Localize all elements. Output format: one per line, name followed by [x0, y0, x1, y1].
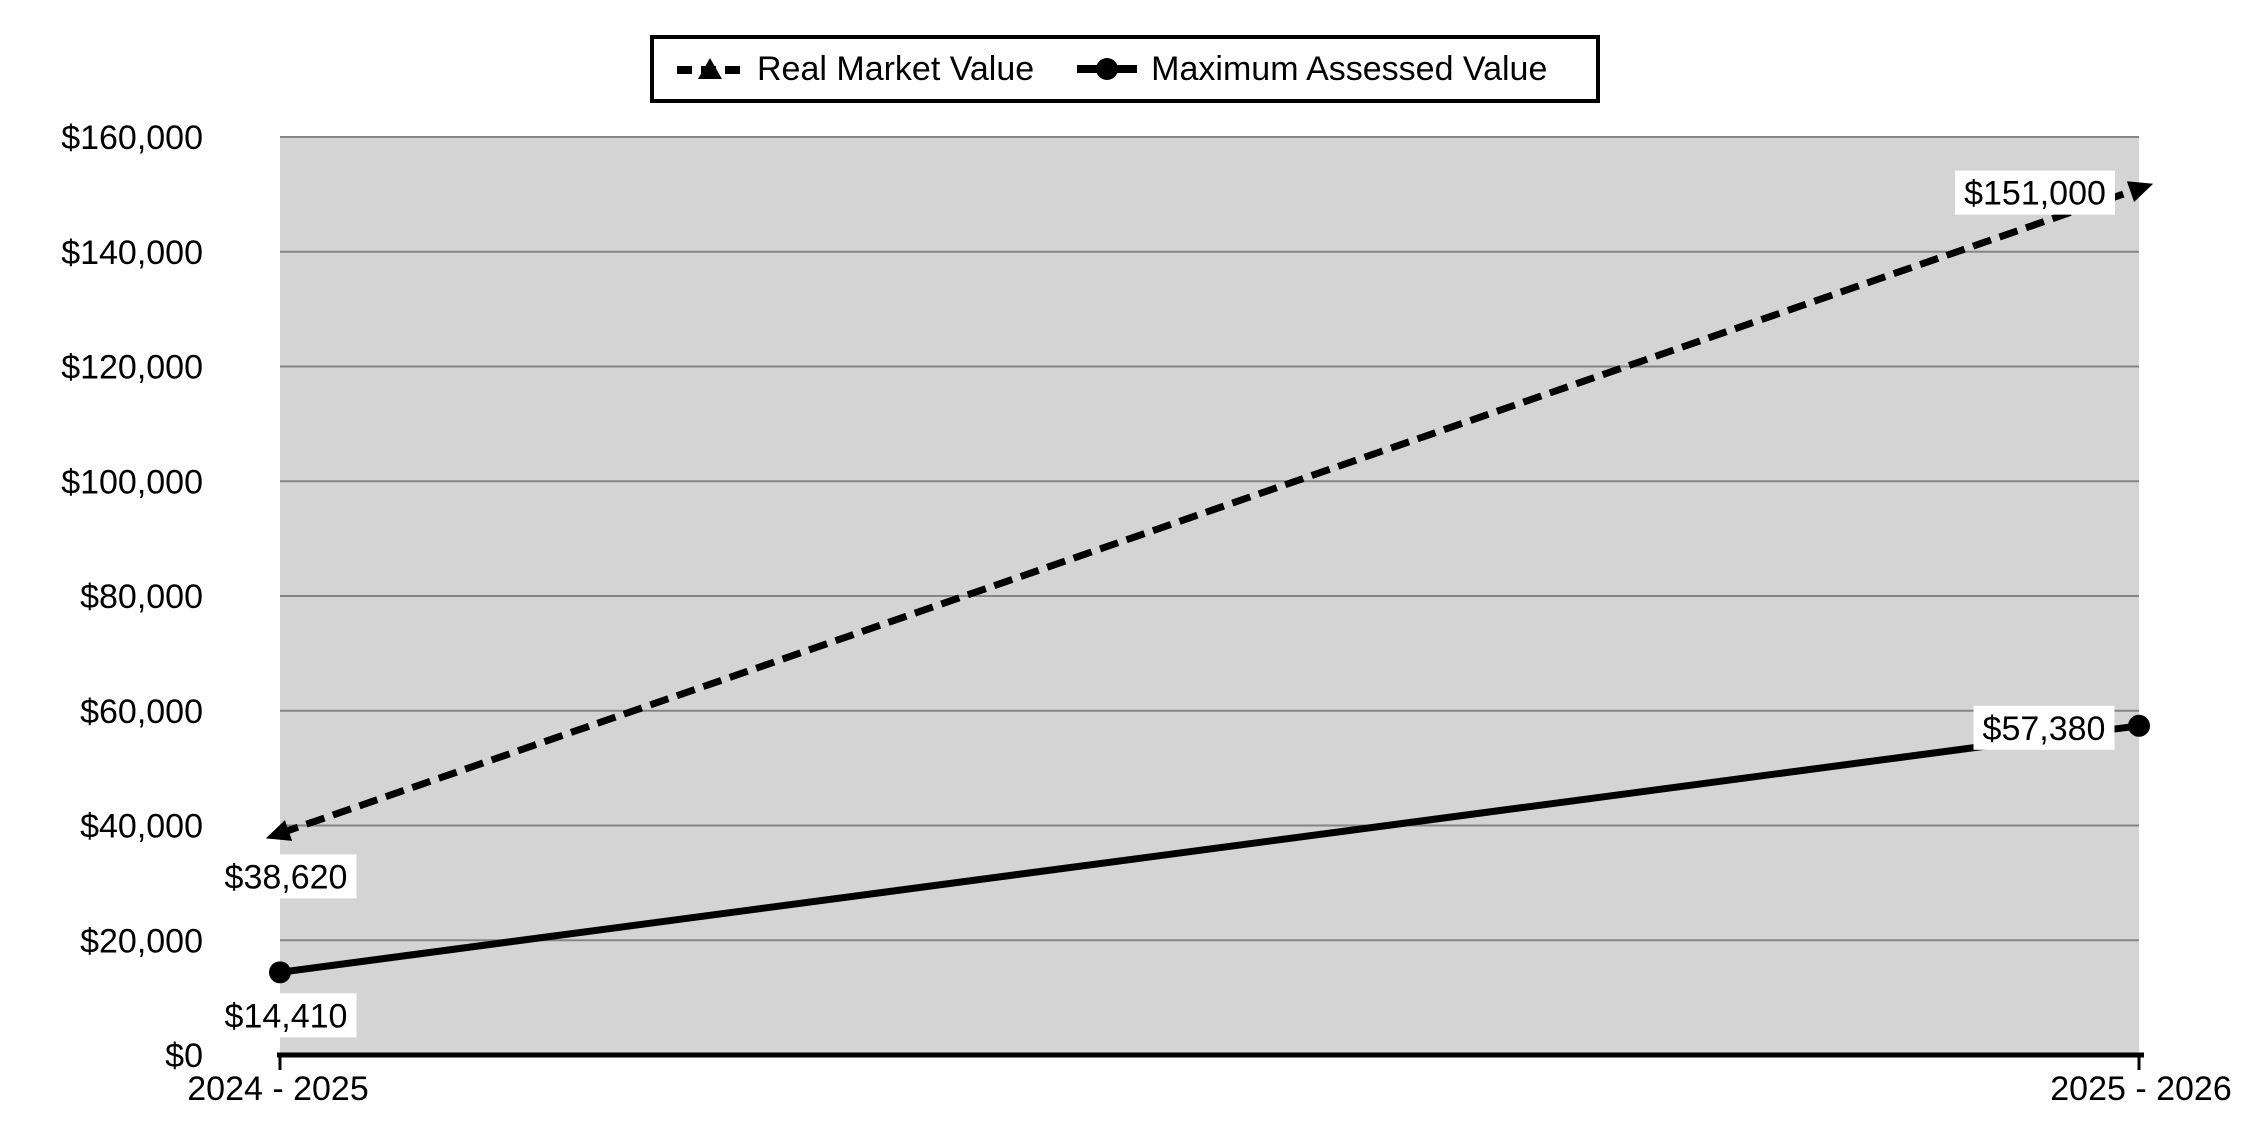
- x-axis-category-label: 2025 - 2026: [2050, 1070, 2232, 1108]
- data-label: $57,380: [1983, 710, 2106, 748]
- chart-legend: Real Market Value Maximum Assessed Value: [650, 35, 1600, 103]
- series-line-real-market-value: [278, 185, 2141, 837]
- data-label-background: [215, 993, 357, 1038]
- y-axis-tick-label: $40,000: [80, 808, 203, 846]
- triangle-marker: [2126, 181, 2154, 202]
- circle-marker: [269, 961, 291, 984]
- y-axis-tick-label: $20,000: [80, 922, 203, 960]
- data-label: $14,410: [225, 997, 348, 1035]
- legend-item-maximum-assessed-value: Maximum Assessed Value: [1077, 50, 1547, 89]
- y-axis-tick-label: $80,000: [80, 578, 203, 616]
- data-label: $38,620: [225, 858, 348, 896]
- circle-marker: [2128, 714, 2150, 737]
- x-axis-category-label: 2024 - 2025: [187, 1070, 369, 1108]
- triangle-marker: [265, 820, 293, 841]
- y-axis-tick-label: $0: [165, 1037, 203, 1075]
- dashed-line-triangle-marker-icon: [677, 58, 743, 79]
- legend-label-real-market-value: Real Market Value: [757, 49, 1035, 88]
- data-label: $151,000: [1964, 175, 2106, 213]
- y-axis-tick-label: $160,000: [61, 119, 203, 157]
- legend-item-real-market-value: Real Market Value: [677, 50, 1034, 89]
- solid-line-circle-marker-icon: [1077, 58, 1138, 80]
- data-label-background: [215, 854, 357, 899]
- y-axis-tick-label: $60,000: [80, 693, 203, 731]
- y-axis-tick-label: $100,000: [61, 463, 203, 501]
- y-axis-tick-label: $120,000: [61, 349, 203, 387]
- series-line-maximum-assessed-value: [279, 722, 2140, 976]
- y-axis-tick-label: $140,000: [61, 234, 203, 272]
- data-label-background: [1973, 705, 2115, 750]
- data-label-background: [1955, 170, 2115, 215]
- legend-label-maximum-assessed-value: Maximum Assessed Value: [1151, 49, 1548, 88]
